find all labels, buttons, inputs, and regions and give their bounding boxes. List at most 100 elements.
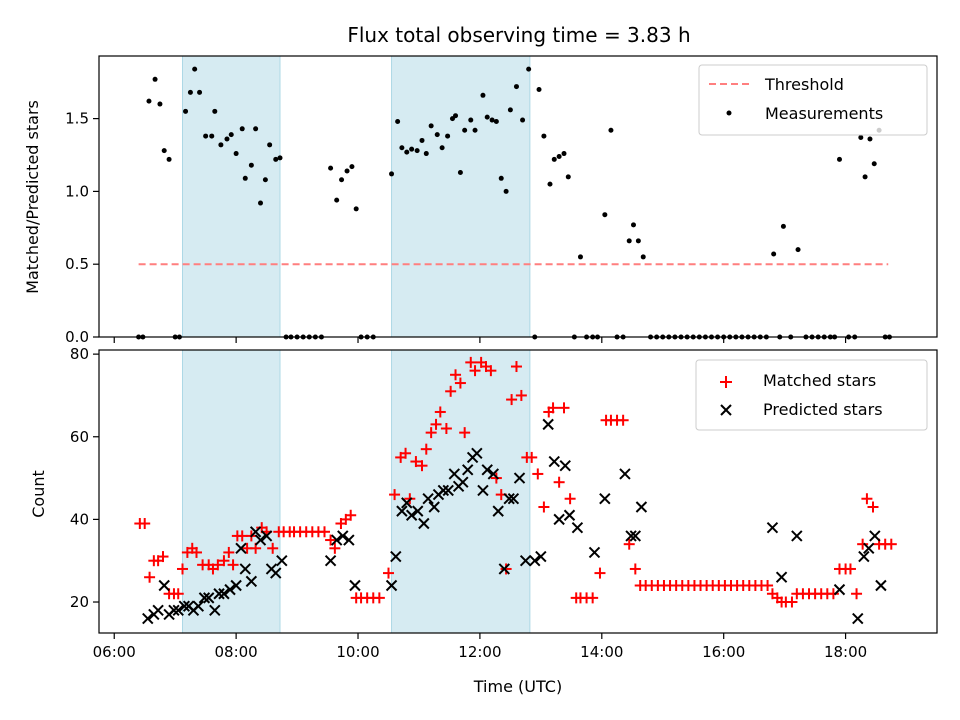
predicted-point (507, 493, 520, 505)
chart-title: Flux total observing time = 3.83 h (347, 23, 690, 47)
matched-point (157, 551, 169, 563)
measurement-point (395, 119, 401, 125)
top-legend-frame (698, 64, 928, 136)
predicted-point (202, 592, 215, 604)
bottom-panel: 20 40 60 80 06:00 08:00 10:00 12:00 14:00 16:00 18… (29, 345, 938, 696)
predicted-point (337, 530, 349, 542)
matched-point (139, 518, 151, 530)
measurement-point (414, 148, 420, 154)
predicted-point (276, 554, 288, 567)
matched-point (329, 542, 341, 554)
predicted-point (553, 513, 565, 526)
shaded-interval-0 (181, 349, 281, 634)
matched-point (400, 447, 412, 459)
measurement-point (439, 145, 445, 151)
measurement-point (239, 126, 245, 132)
matched-point (867, 501, 879, 513)
measurement-point (209, 133, 215, 139)
measurement-point (468, 117, 474, 123)
measurement-point (526, 66, 532, 72)
measurement-point (404, 149, 410, 155)
legend-threshold-label: Threshold (764, 75, 844, 94)
matched-point (410, 456, 422, 468)
matched-point (345, 509, 357, 521)
predicted-point (401, 497, 413, 509)
predicted-point (766, 521, 779, 534)
measurement-point (224, 136, 230, 142)
measurement-point (419, 137, 425, 143)
measurement-point (183, 108, 189, 114)
predicted-point (869, 530, 881, 542)
matched-point (827, 588, 839, 600)
bot-axes-frame (98, 349, 938, 634)
predicted-point (619, 468, 631, 480)
measurement-point (858, 135, 864, 141)
measurement-point (248, 162, 254, 168)
bottom-y-axis-label: Count (29, 470, 48, 518)
predicted-point (224, 583, 236, 596)
matched-point (440, 422, 452, 434)
matched-point (267, 542, 279, 554)
predicted-point (428, 501, 440, 513)
matched-point (844, 563, 856, 575)
measurement-point (780, 223, 786, 229)
measurement-point (233, 151, 239, 157)
predicted-point (396, 505, 408, 517)
predicted-point (487, 468, 500, 480)
matched-point (469, 365, 481, 377)
matched-point (617, 414, 629, 426)
measurement-point (484, 114, 490, 120)
measurement-point (577, 254, 583, 260)
measurement-point (277, 155, 283, 161)
matched-point (373, 592, 385, 604)
predicted-point (198, 592, 211, 604)
predicted-point (863, 542, 875, 555)
measurement-point (228, 132, 234, 138)
y-tick-label: 0.5 (65, 255, 89, 273)
predicted-point (385, 579, 398, 592)
predicted-point (791, 530, 803, 542)
predicted-point (477, 484, 489, 497)
matched-point (191, 546, 203, 558)
predicted-point (559, 459, 571, 472)
measurement-point (334, 197, 340, 203)
predicted-point (503, 493, 515, 505)
matched-point (430, 418, 442, 430)
measurement-point (445, 133, 451, 139)
bottom-legend-frame (695, 359, 928, 431)
bottom-axes: 20 40 60 80 06:00 08:00 10:00 12:00 14:00 16:00 18… (70, 345, 938, 661)
measurement-point (498, 175, 504, 181)
predicted-point (172, 604, 184, 616)
measurement-point (253, 126, 259, 132)
legend-measurements-swatch (726, 110, 732, 116)
matched-point (506, 394, 518, 406)
matched-point (325, 534, 337, 546)
matched-point (885, 538, 897, 550)
measurement-point (157, 101, 163, 107)
measurement-point (489, 117, 495, 123)
matched-point (318, 526, 330, 538)
predicted-point (270, 567, 282, 579)
predicted-point (442, 484, 454, 497)
measurement-point (353, 206, 359, 212)
measurement-point (212, 108, 218, 114)
predicted-point (448, 468, 461, 480)
measurement-point (218, 142, 224, 148)
measurement-point (561, 151, 567, 157)
predicted-point (481, 464, 493, 476)
predicted-point (209, 604, 221, 616)
predicted-point (349, 579, 361, 592)
predicted-point (330, 534, 343, 546)
measurement-point (428, 123, 434, 129)
shaded-interval-1 (391, 349, 531, 634)
measurement-point (871, 161, 877, 167)
predicted-point (245, 575, 258, 588)
predicted-point (858, 550, 870, 563)
measurement-point (192, 66, 198, 72)
measurement-point (328, 165, 334, 171)
top-legend: Threshold Measurements (698, 64, 928, 136)
measurement-point (273, 156, 279, 162)
measurement-point (547, 181, 553, 187)
measurement-point (457, 169, 463, 175)
x-tick-label: 14:00 (580, 643, 623, 661)
